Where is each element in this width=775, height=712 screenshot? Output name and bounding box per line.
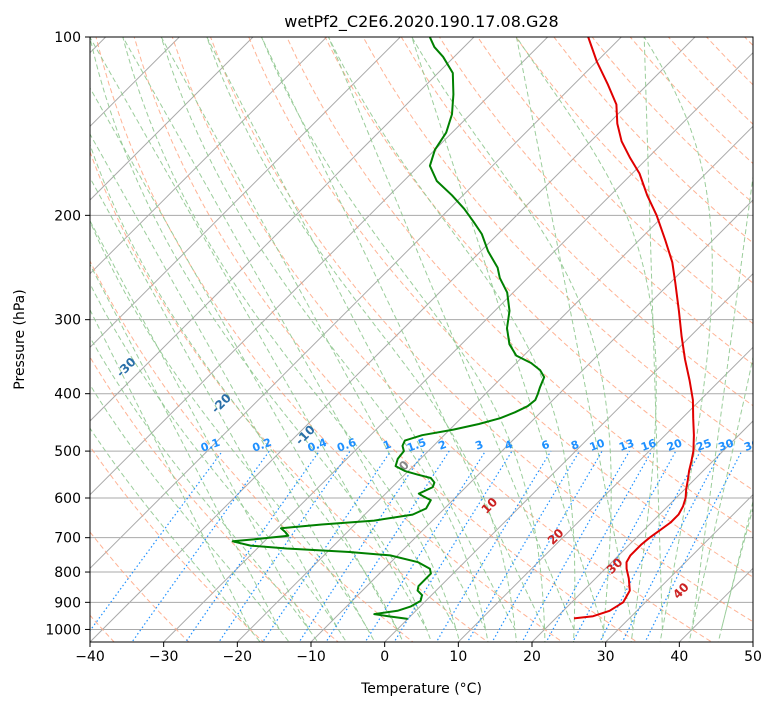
y-axis-label: Pressure (hPa) xyxy=(12,289,28,389)
x-tick-label: 10 xyxy=(449,649,467,665)
y-tick-label: 200 xyxy=(54,208,81,224)
y-tick-label: 400 xyxy=(54,387,81,403)
x-tick-label: −30 xyxy=(149,649,179,665)
y-tick-label: 1000 xyxy=(45,622,81,638)
y-tick-label: 700 xyxy=(54,531,81,547)
x-tick-label: 50 xyxy=(744,649,762,665)
y-tick-label: 500 xyxy=(54,444,81,460)
x-tick-label: −10 xyxy=(296,649,326,665)
y-tick-label: 900 xyxy=(54,595,81,611)
x-tick-label: 0 xyxy=(380,649,389,665)
y-tick-label: 300 xyxy=(54,313,81,329)
x-tick-label: −40 xyxy=(75,649,105,665)
chart-title: wetPf2_C2E6.2020.190.17.08.G28 xyxy=(284,12,558,32)
x-tick-label: 20 xyxy=(523,649,541,665)
y-tick-label: 100 xyxy=(54,30,81,46)
x-tick-label: −20 xyxy=(223,649,253,665)
x-axis-label: Temperature (°C) xyxy=(360,681,482,697)
x-tick-label: 40 xyxy=(670,649,688,665)
x-tick-label: 30 xyxy=(597,649,615,665)
y-tick-label: 800 xyxy=(54,565,81,581)
y-tick-label: 600 xyxy=(54,491,81,507)
